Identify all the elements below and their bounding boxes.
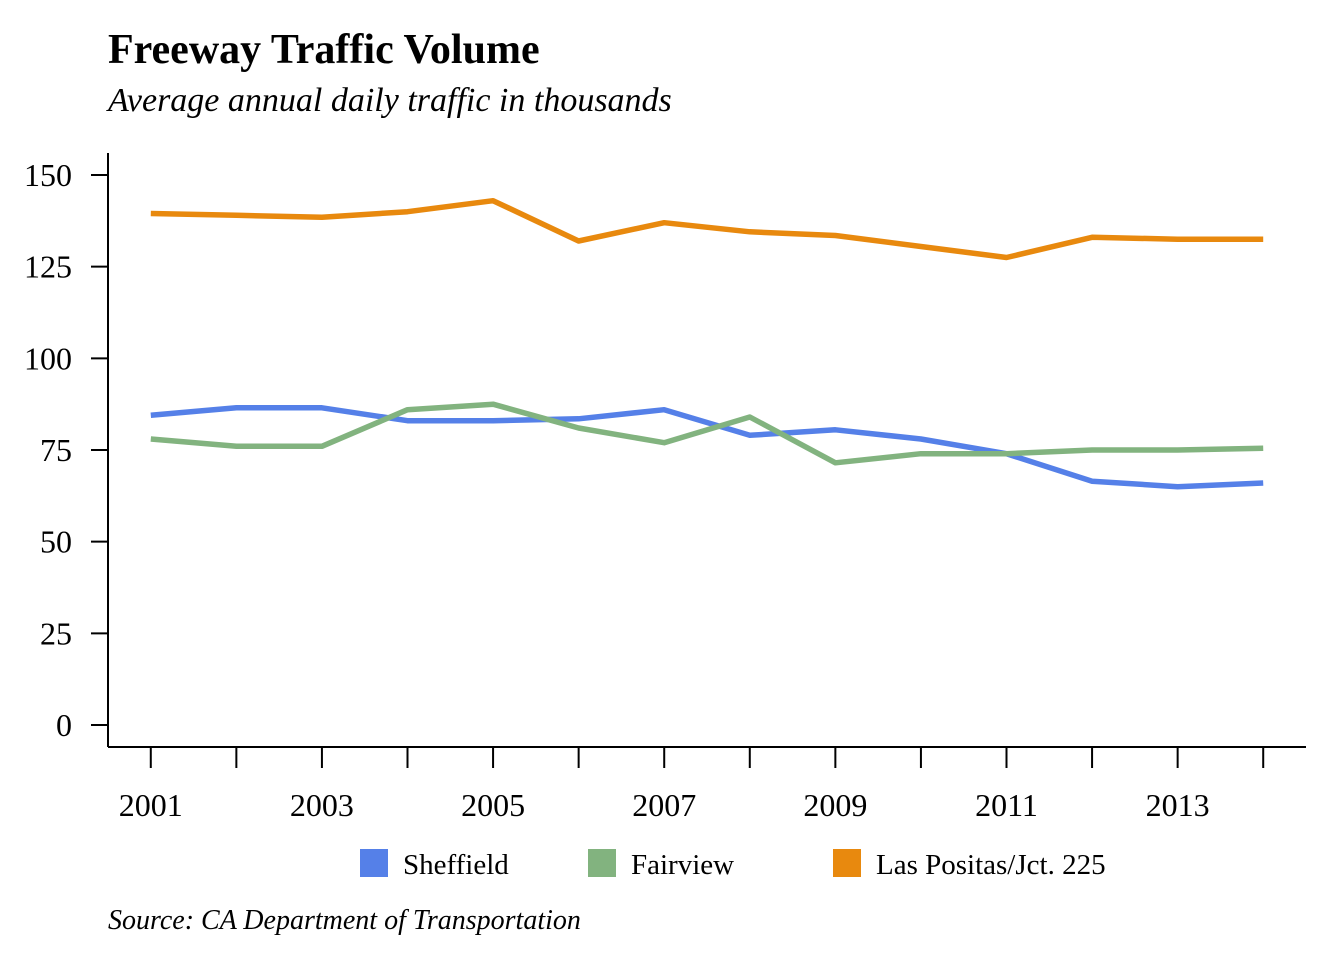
legend: Sheffield Fairview Las Positas/Jct. 225 bbox=[360, 849, 1106, 881]
legend-label-fairview: Fairview bbox=[631, 849, 734, 881]
series-line-las-positas-jct-225 bbox=[150, 197, 1264, 261]
x-tick-label-2005: 2005 bbox=[461, 787, 525, 823]
x-tick-label-2011: 2011 bbox=[975, 787, 1038, 823]
y-tick-label-150: 150 bbox=[24, 157, 72, 193]
x-tick-label-2001: 2001 bbox=[119, 787, 183, 823]
legend-label-las-positas-jct-225: Las Positas/Jct. 225 bbox=[876, 849, 1106, 881]
x-tick-label-2003: 2003 bbox=[290, 787, 354, 823]
legend-swatch-las-positas-jct-225 bbox=[833, 849, 861, 877]
chart-title: Freeway Traffic Volume bbox=[108, 27, 540, 73]
legend-swatch-sheffield bbox=[360, 849, 388, 877]
y-tick-label-75: 75 bbox=[40, 432, 72, 468]
series-lines bbox=[150, 197, 1264, 490]
y-tick-label-0: 0 bbox=[56, 707, 72, 743]
series-line-fairview bbox=[150, 401, 1264, 466]
chart-source: Source: CA Department of Transportation bbox=[108, 905, 581, 936]
y-tick-label-50: 50 bbox=[40, 524, 72, 560]
legend-swatch-fairview bbox=[588, 849, 616, 877]
chart-subtitle: Average annual daily traffic in thousand… bbox=[108, 82, 672, 119]
y-tick-label-25: 25 bbox=[40, 615, 72, 651]
y-tick-label-100: 100 bbox=[24, 340, 72, 376]
x-tick-label-2007: 2007 bbox=[632, 787, 696, 823]
legend-label-sheffield: Sheffield bbox=[403, 849, 509, 881]
x-tick-label-2009: 2009 bbox=[803, 787, 867, 823]
y-tick-label-125: 125 bbox=[24, 249, 72, 285]
x-tick-label-2013: 2013 bbox=[1146, 787, 1210, 823]
series-line-sheffield bbox=[150, 405, 1264, 490]
axes: 0 25 50 75 100 125 150 2001 2003 2005 2007 2009 2011… bbox=[24, 153, 1306, 823]
